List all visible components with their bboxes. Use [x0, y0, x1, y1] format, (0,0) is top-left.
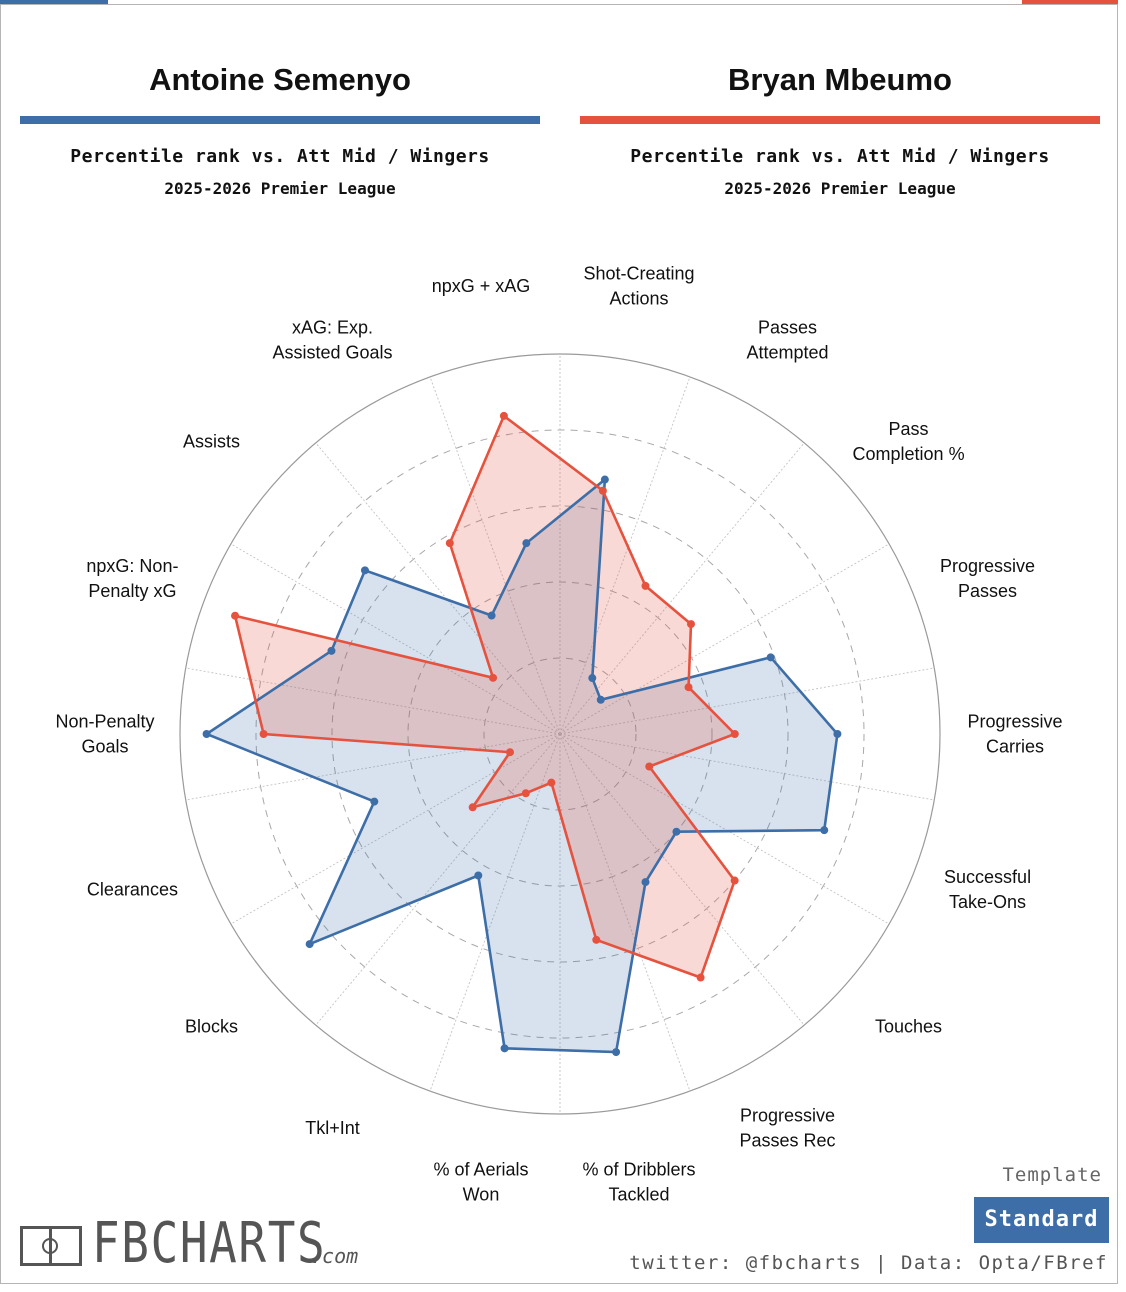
- axis-label-9: % of Aerials Won: [433, 1160, 528, 1205]
- series-point-0-12: [370, 797, 379, 806]
- series-point-1-3: [684, 683, 693, 692]
- top-accent-left: [0, 0, 108, 4]
- series-point-1-4: [730, 730, 739, 738]
- radar-spoke-6: [559, 733, 890, 925]
- axis-label-15: Assists: [183, 432, 240, 452]
- series-point-0-13: [202, 730, 211, 738]
- logo-suffix: .com: [310, 1244, 359, 1268]
- axis-label-8: % of Dribblers Tackled: [582, 1160, 695, 1205]
- series-point-1-17: [499, 411, 508, 420]
- radar-spoke-3: [559, 543, 890, 735]
- series-point-1-11: [468, 803, 477, 812]
- axis-label-1: Passes Attempted: [746, 317, 828, 362]
- player-line-left: [20, 116, 540, 124]
- axis-label-0: Shot-Creating Actions: [583, 263, 694, 308]
- series-point-1-5: [645, 762, 654, 771]
- axis-label-6: Touches: [875, 1016, 942, 1036]
- axis-label-14: npxG: Non-Penalty xG: [86, 556, 178, 601]
- axis-label-2: Pass Completion %: [853, 419, 965, 464]
- radar-spoke-8: [559, 733, 691, 1092]
- series-point-1-9: [547, 778, 556, 787]
- series-point-1-0: [598, 486, 607, 495]
- series-point-0-1: [588, 674, 597, 683]
- series-point-1-13: [259, 730, 268, 738]
- player-header-right: Bryan Mbeumo Percentile rank vs. Att Mid…: [580, 60, 1100, 198]
- series-point-0-2: [596, 695, 605, 704]
- series-point-0-10: [474, 871, 483, 880]
- axis-label-16: xAG: Exp. Assisted Goals: [272, 317, 392, 362]
- radar-spoke-2: [559, 442, 805, 735]
- radar-spoke-14: [185, 667, 561, 735]
- player-name-left: Antoine Semenyo: [149, 62, 411, 97]
- axis-label-7: Progressive Passes Rec: [739, 1106, 835, 1151]
- series-point-1-8: [592, 935, 601, 944]
- radar-spoke-12: [230, 733, 561, 925]
- series-point-1-15: [489, 673, 498, 682]
- player-subtitle-left: Percentile rank vs. Att Mid / Wingers: [70, 146, 490, 167]
- template-standard-badge: Standard: [974, 1197, 1109, 1243]
- series-point-1-2: [686, 620, 695, 629]
- series-point-1-7: [696, 973, 705, 982]
- radar-spoke-1: [559, 376, 691, 735]
- radar-spoke-13: [185, 733, 561, 801]
- player-line-right: [580, 116, 1100, 124]
- radar-spoke-4: [559, 667, 935, 735]
- top-accent-right: [1022, 0, 1118, 4]
- pitch-icon: [20, 1226, 82, 1266]
- radar-spoke-11: [315, 733, 561, 1026]
- template-label: Template: [1002, 1164, 1102, 1186]
- radar-spoke-5: [559, 733, 935, 801]
- player-subtitle-right: Percentile rank vs. Att Mid / Wingers: [630, 146, 1050, 167]
- series-point-1-1: [641, 581, 650, 590]
- series-point-0-15: [360, 566, 369, 575]
- player-header-left: Antoine Semenyo Percentile rank vs. Att …: [20, 60, 540, 198]
- radar-spoke-10: [429, 733, 561, 1092]
- series-point-0-5: [820, 826, 829, 835]
- series-point-0-4: [833, 730, 842, 738]
- axis-label-17: npxG + xAG: [432, 276, 531, 296]
- axis-label-3: Progressive Passes: [940, 556, 1035, 601]
- series-point-0-7: [641, 878, 650, 887]
- series-fill-1: [235, 415, 735, 978]
- series-point-0-16: [487, 611, 496, 620]
- radar-spoke-7: [559, 733, 805, 1026]
- series-point-0-9: [500, 1044, 509, 1053]
- series-fill-0: [206, 479, 838, 1053]
- series-point-0-0: [600, 475, 609, 484]
- axis-label-4: Progressive Carries: [967, 712, 1062, 757]
- axis-label-5: Successful Take-Ons: [944, 867, 1031, 912]
- series-point-1-16: [445, 539, 454, 548]
- data-credit: twitter: @fbcharts | Data: Opta/FBref: [629, 1252, 1108, 1274]
- series-point-0-14: [327, 646, 336, 655]
- series-point-0-8: [612, 1048, 621, 1057]
- logo-text: FBCHARTS: [92, 1211, 327, 1276]
- series-point-0-11: [305, 940, 314, 949]
- radar-spoke-15: [230, 543, 561, 735]
- axis-label-12: Clearances: [87, 880, 178, 900]
- player-name-right: Bryan Mbeumo: [728, 62, 952, 97]
- series-point-1-6: [730, 876, 739, 885]
- series-point-1-10: [521, 789, 530, 798]
- series-point-0-17: [522, 539, 531, 548]
- axis-label-11: Blocks: [185, 1016, 238, 1036]
- fbcharts-logo: FBCHARTS .com: [20, 1211, 378, 1276]
- series-point-1-12: [506, 748, 515, 757]
- axis-label-13: Non-Penalty Goals: [55, 712, 154, 757]
- axis-label-10: Tkl+Int: [305, 1118, 360, 1138]
- chart-frame: [0, 4, 1118, 1284]
- radar-outer-ring: [179, 353, 941, 1115]
- radar-spoke-17: [429, 376, 561, 735]
- series-point-1-14: [231, 611, 240, 620]
- player-season-left: 2025-2026 Premier League: [164, 179, 396, 198]
- player-season-right: 2025-2026 Premier League: [724, 179, 956, 198]
- radar-spoke-16: [315, 442, 561, 735]
- series-point-0-3: [766, 653, 775, 662]
- series-point-0-6: [672, 827, 681, 836]
